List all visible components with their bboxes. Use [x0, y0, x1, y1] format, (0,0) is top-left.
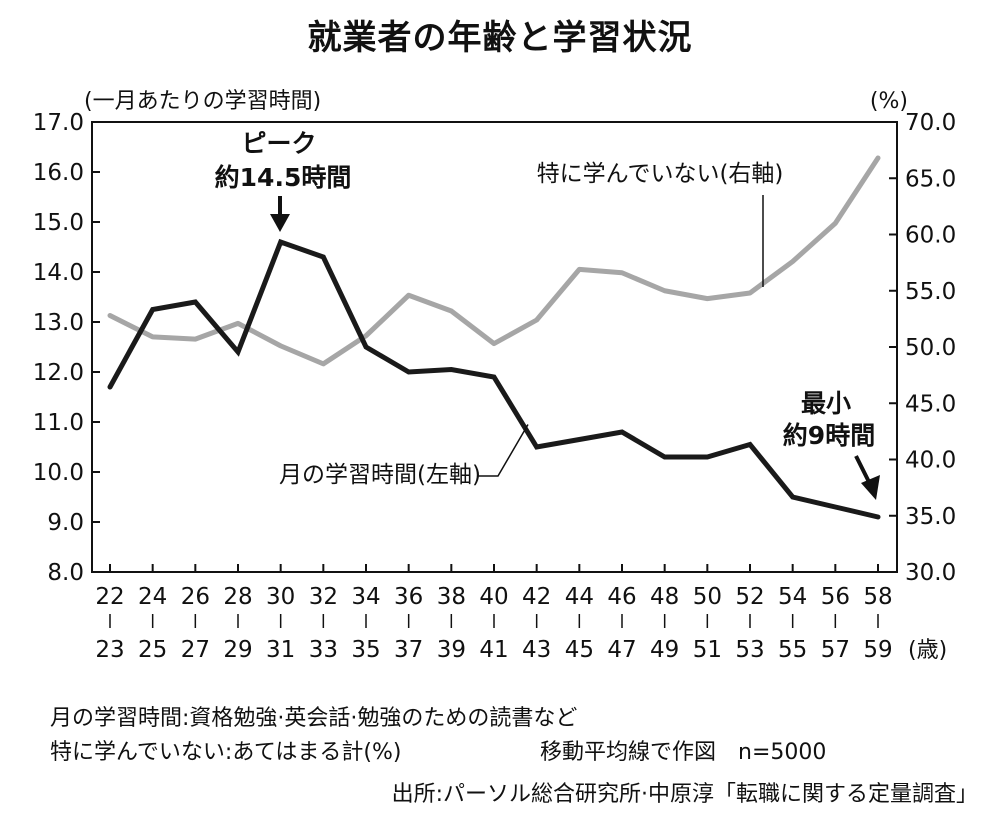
x-tick-label-start: 26 — [181, 584, 210, 610]
min-arrow-head — [861, 475, 880, 500]
x-tick-label-start: 30 — [266, 584, 295, 610]
left-tick-label: 8.0 — [47, 560, 84, 586]
left-tick-label: 9.0 — [47, 510, 84, 536]
right-tick-label: 30.0 — [905, 560, 956, 586]
x-tick-label-start: 22 — [95, 584, 124, 610]
x-tick-label-end: 59 — [863, 637, 892, 663]
x-tick-label-start: 52 — [735, 584, 764, 610]
left-tick-label: 11.0 — [33, 410, 84, 436]
peak-annotation-label: ピーク — [241, 129, 316, 158]
note-not-studying: 特に学んでいない:あてはまる計(%) — [50, 740, 402, 765]
left-tick-label: 17.0 — [33, 110, 84, 136]
x-tick-label-start: 58 — [863, 584, 892, 610]
x-tick-label-end: 29 — [223, 637, 252, 663]
right-tick-label: 70.0 — [905, 110, 956, 136]
x-tick-label-end: 47 — [607, 637, 636, 663]
x-tick-label-start: 56 — [821, 584, 850, 610]
left-tick-label: 15.0 — [33, 210, 84, 236]
left-axis-label: (一月あたりの学習時間) — [84, 89, 321, 114]
peak-arrow-head — [270, 214, 290, 232]
x-tick-label-start: 54 — [778, 584, 807, 610]
x-tick-label-start: 50 — [693, 584, 722, 610]
x-tick-label-start: 44 — [565, 584, 594, 610]
note-study-time: 月の学習時間:資格勉強·英会話·勉強のための読書など — [50, 706, 578, 731]
x-tick-label-end: 37 — [394, 637, 423, 663]
x-tick-label-start: 40 — [479, 584, 508, 610]
series-label-study-time: 月の学習時間(左軸) — [279, 462, 481, 488]
right-tick-label: 45.0 — [905, 391, 956, 417]
min-arrow-shaft — [854, 455, 872, 485]
x-tick-label-end: 55 — [778, 637, 807, 663]
x-tick-label-start: 46 — [607, 584, 636, 610]
x-tick-label-start: 38 — [437, 584, 466, 610]
peak-annotation-value: 約14.5時間 — [215, 163, 352, 192]
x-tick-label-end: 35 — [351, 637, 380, 663]
right-axis-label: (%) — [870, 89, 908, 114]
x-tick-label-end: 31 — [266, 637, 295, 663]
x-tick-label-start: 28 — [223, 584, 252, 610]
x-tick-label-end: 57 — [821, 637, 850, 663]
left-tick-label: 13.0 — [33, 310, 84, 336]
x-axis-unit: (歳) — [908, 638, 947, 663]
x-tick-label-start: 32 — [309, 584, 338, 610]
plot-frame — [91, 121, 898, 573]
x-tick-label-end: 43 — [522, 637, 551, 663]
right-tick-label: 65.0 — [905, 166, 956, 192]
x-tick-label-start: 48 — [650, 584, 679, 610]
right-tick-label: 35.0 — [905, 504, 956, 530]
series-line-study-time — [107, 238, 881, 520]
right-tick-label: 40.0 — [905, 448, 956, 474]
x-tick-label-end: 33 — [309, 637, 338, 663]
left-tick-label: 10.0 — [33, 460, 84, 486]
left-tick-label: 16.0 — [33, 160, 84, 186]
right-tick-label: 50.0 — [905, 335, 956, 361]
source-note: 出所:パーソル総合研究所·中原淳「転職に関する定量調査」 — [391, 782, 978, 807]
x-tick-label-end: 41 — [479, 637, 508, 663]
left-tick-label: 12.0 — [33, 360, 84, 386]
series-label-not-studying: 特に学んでいない(右軸) — [537, 161, 784, 187]
leader-line-study-time — [478, 424, 529, 477]
right-tick-label: 55.0 — [905, 279, 956, 305]
x-tick-label-end: 45 — [565, 637, 594, 663]
x-tick-label-end: 49 — [650, 637, 679, 663]
x-tick-label-start: 34 — [351, 584, 380, 610]
chart-title: 就業者の年齢と学習状況 — [307, 18, 693, 58]
x-tick-label-end: 25 — [138, 637, 167, 663]
x-tick-label-end: 27 — [181, 637, 210, 663]
min-annotation-label: 最小 — [801, 389, 851, 418]
series-line-not-studying — [107, 155, 881, 367]
note-method: 移動平均線で作図 n=5000 — [540, 740, 827, 765]
x-tick-label-start: 42 — [522, 584, 551, 610]
right-tick-label: 60.0 — [905, 223, 956, 249]
x-tick-label-end: 23 — [95, 637, 124, 663]
x-tick-label-end: 39 — [437, 637, 466, 663]
x-tick-label-end: 51 — [693, 637, 722, 663]
min-annotation-value: 約9時間 — [783, 421, 875, 450]
x-tick-label-start: 24 — [138, 584, 167, 610]
x-tick-label-end: 53 — [735, 637, 764, 663]
left-tick-label: 14.0 — [33, 260, 84, 286]
x-tick-label-start: 36 — [394, 584, 423, 610]
